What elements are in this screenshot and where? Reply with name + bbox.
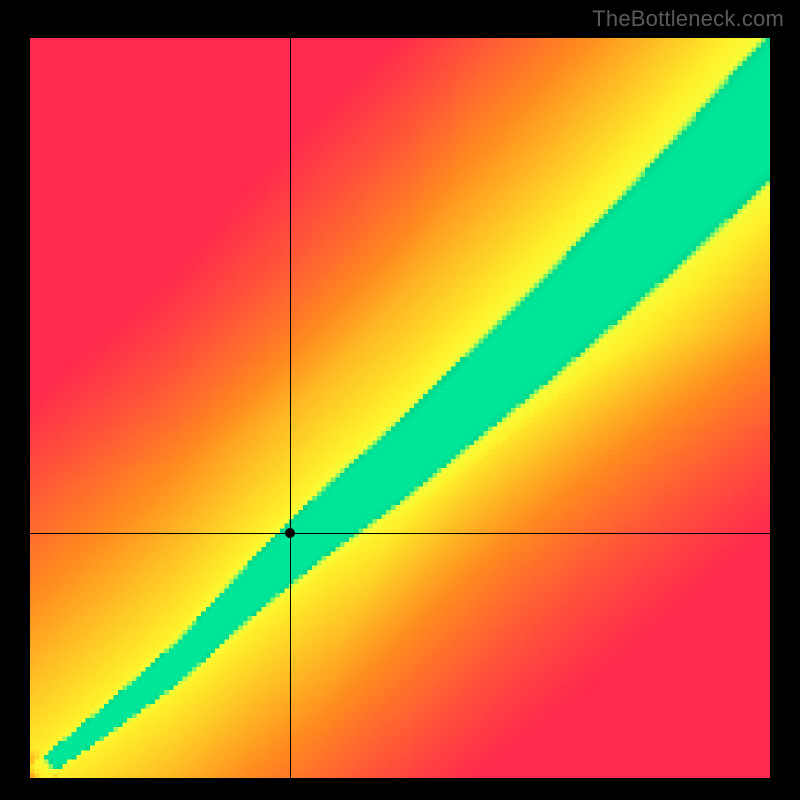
watermark-text: TheBottleneck.com bbox=[592, 6, 784, 32]
crosshair-horizontal bbox=[30, 533, 770, 534]
crosshair-vertical bbox=[290, 38, 291, 778]
chart-stage: TheBottleneck.com bbox=[0, 0, 800, 800]
bottleneck-heatmap bbox=[30, 38, 770, 778]
